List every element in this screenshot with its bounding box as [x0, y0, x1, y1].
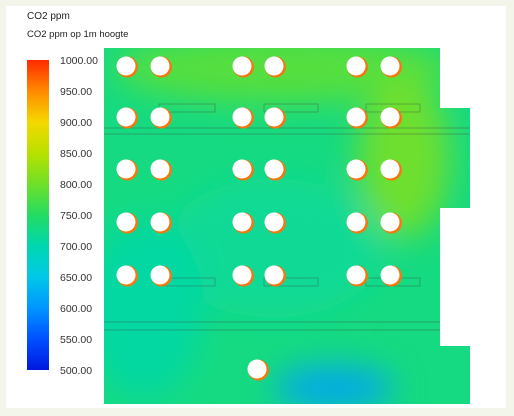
air-outlet [346, 159, 368, 181]
air-outlet [150, 56, 172, 78]
colorbar [27, 60, 49, 370]
air-outlet [264, 212, 286, 234]
air-outlet [346, 265, 368, 287]
air-outlet [380, 212, 402, 234]
air-outlet [116, 265, 138, 287]
field-region [274, 366, 394, 404]
field-region [104, 218, 204, 398]
colorbar-tick-label: 650.00 [60, 272, 93, 284]
chart-subtitle: CO2 ppm op 1m hoogte [27, 29, 129, 40]
colorbar-tick-label: 900.00 [60, 117, 93, 129]
co2-heatmap [104, 48, 470, 404]
air-outlet [150, 265, 172, 287]
colorbar-tick-label: 550.00 [60, 334, 93, 346]
colorbar-tick-label: 800.00 [60, 179, 93, 191]
air-outlet [380, 56, 402, 78]
air-outlet [232, 56, 254, 78]
air-outlet [380, 159, 402, 181]
air-outlet [150, 107, 172, 129]
colorbar-tick-label: 850.00 [60, 148, 93, 160]
colorbar-tick-label: 700.00 [60, 241, 93, 253]
air-outlet [116, 159, 138, 181]
field-region [164, 178, 384, 318]
air-outlet [346, 107, 368, 129]
air-outlet [264, 107, 286, 129]
air-outlet [116, 107, 138, 129]
colorbar-tick-label: 500.00 [60, 365, 93, 377]
chart-title: CO2 ppm [27, 11, 70, 22]
air-outlet [346, 56, 368, 78]
air-outlet [264, 159, 286, 181]
air-outlet [380, 265, 402, 287]
colorbar-tick-label: 750.00 [60, 210, 93, 222]
air-outlet [247, 359, 269, 381]
air-outlet [150, 159, 172, 181]
air-outlet [232, 212, 254, 234]
air-outlet [380, 107, 402, 129]
colorbar-tick-label: 1000.00 [60, 55, 98, 67]
air-outlet [150, 212, 172, 234]
air-outlet [346, 212, 368, 234]
air-outlet [116, 56, 138, 78]
air-outlet [232, 107, 254, 129]
air-outlet [232, 265, 254, 287]
air-outlet [232, 159, 254, 181]
air-outlet [264, 56, 286, 78]
colorbar-tick-label: 600.00 [60, 303, 93, 315]
air-outlet [116, 212, 138, 234]
field-region [358, 78, 450, 238]
colorbar-tick-label: 950.00 [60, 86, 93, 98]
air-outlet [264, 265, 286, 287]
